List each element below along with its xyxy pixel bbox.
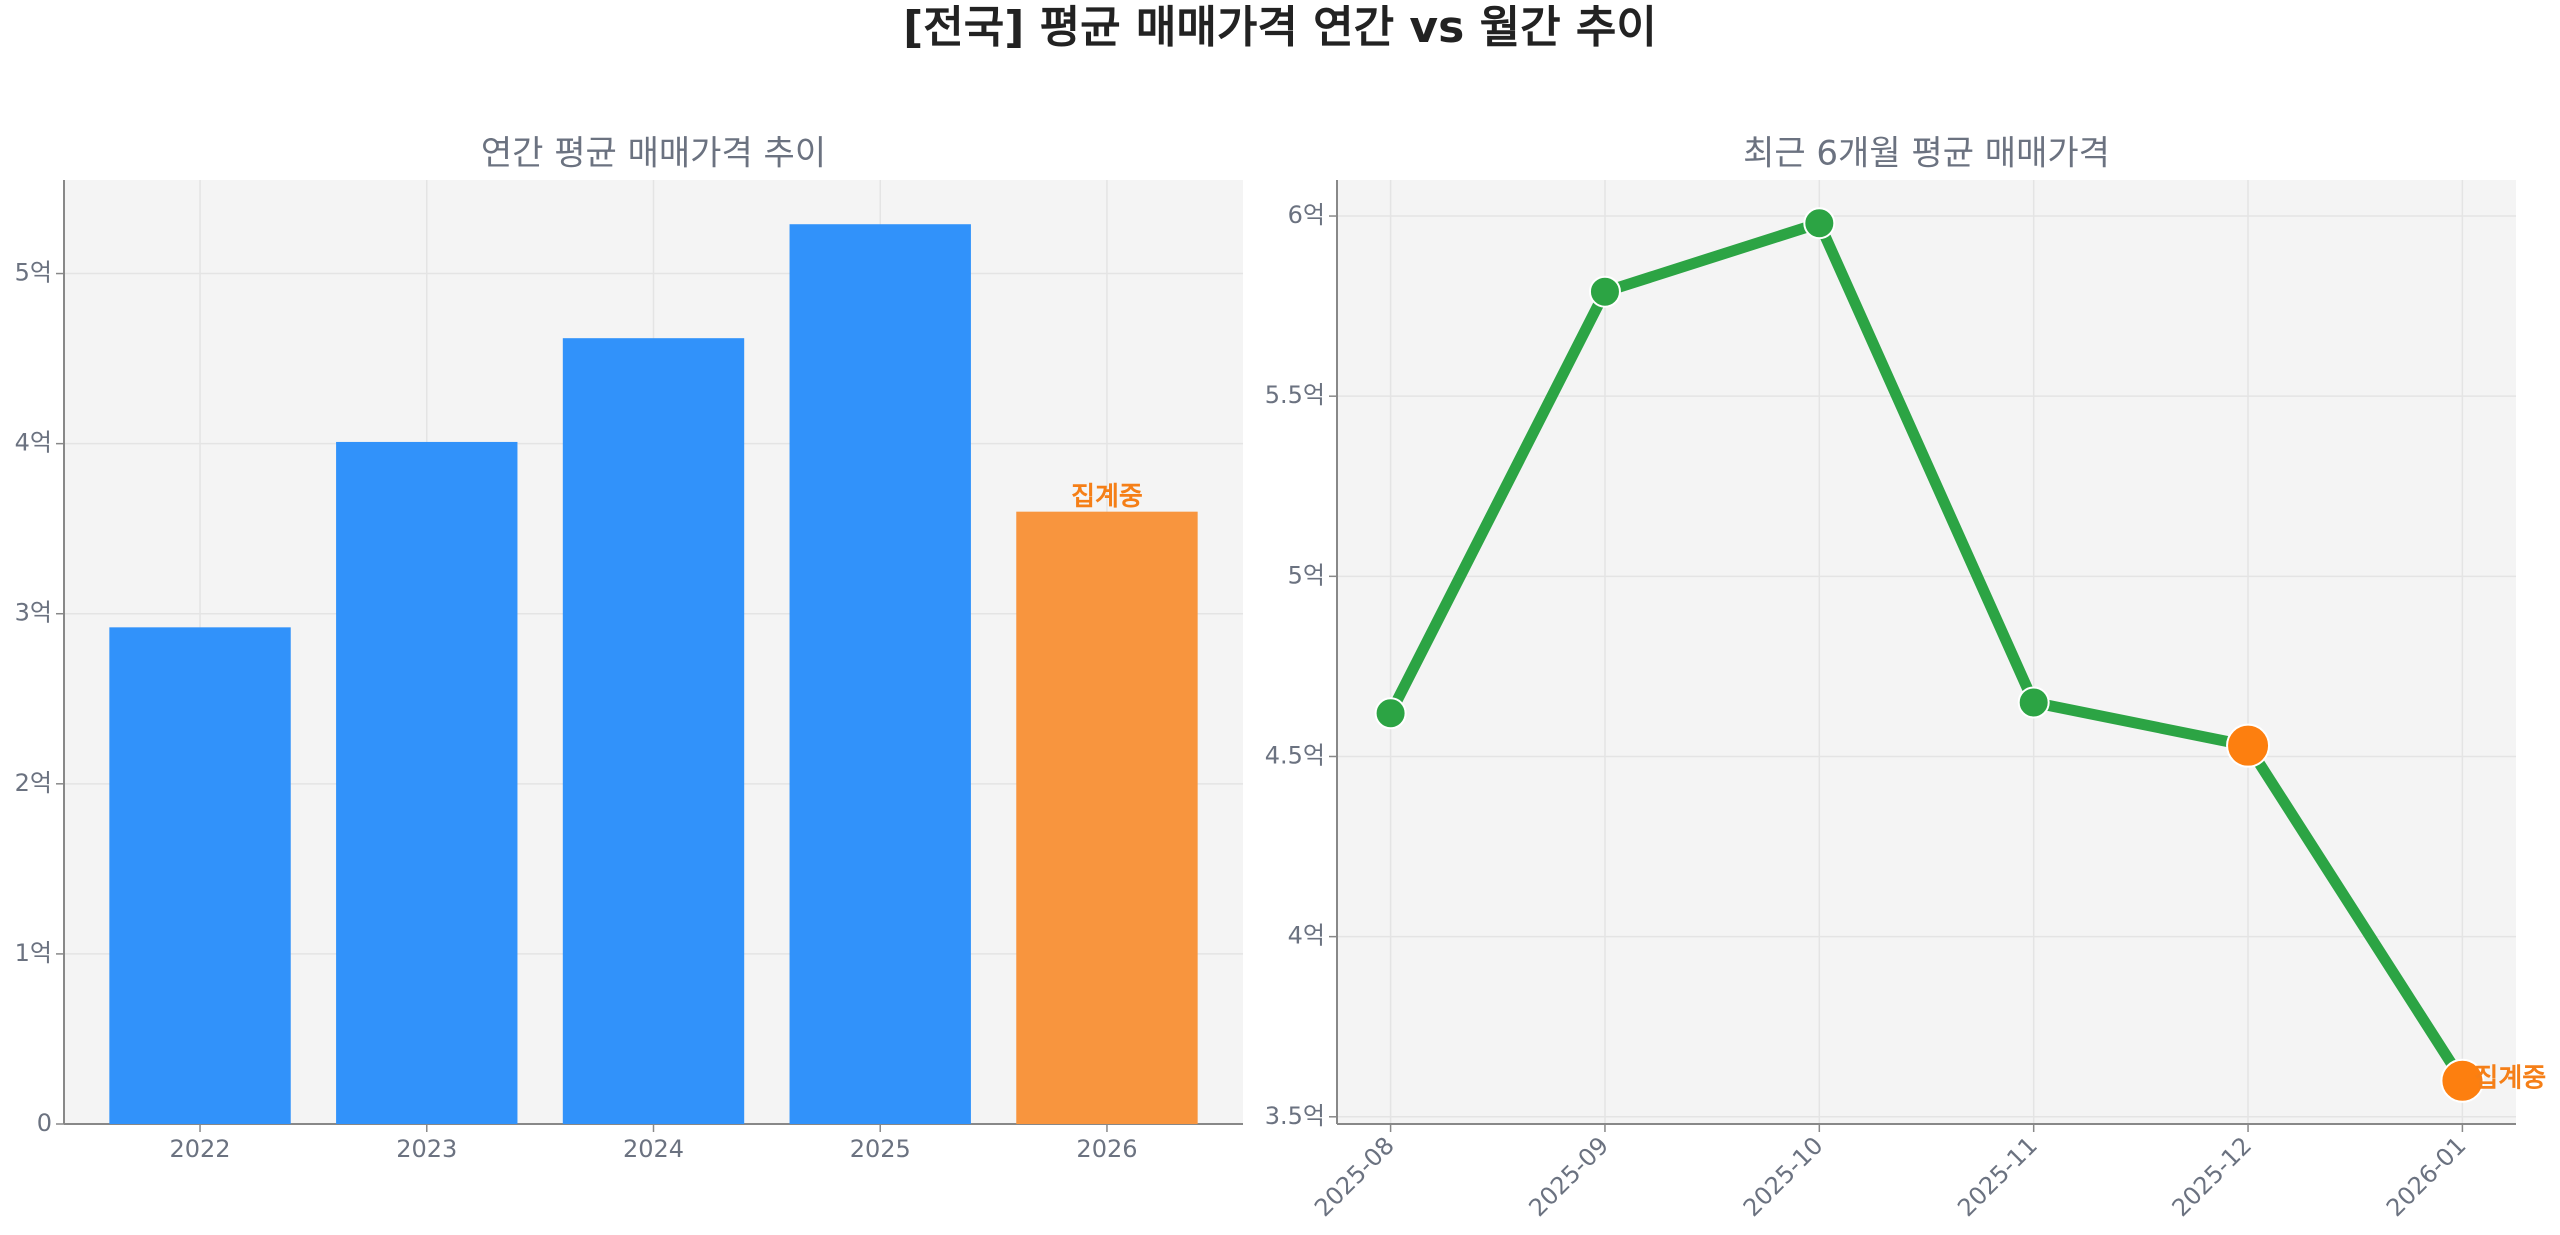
x-tick-label: 2025-08: [1309, 1131, 1400, 1222]
bar: [1016, 511, 1198, 1125]
bar: [562, 338, 745, 1124]
bar: [109, 627, 291, 1124]
y-tick-label: 4.5억: [1265, 741, 1325, 769]
y-tick-label: 0: [37, 1109, 52, 1137]
point: [1374, 697, 1407, 730]
y-tick-label: 2억: [15, 769, 52, 797]
x-tick-label: 2026: [1076, 1135, 1137, 1163]
annotation: 집계중: [1071, 482, 1143, 512]
y-tick-label: 3.5억: [1265, 1102, 1325, 1130]
point: [1588, 275, 1621, 308]
point: [2440, 1058, 2485, 1103]
y-tick-label: 5억: [15, 259, 52, 287]
y-tick-label: 4억: [1288, 922, 1325, 950]
x-tick-label: 2025-11: [1952, 1131, 2043, 1222]
y-tick-label: 5억: [1288, 561, 1325, 589]
x-tick-label: 2025-10: [1738, 1131, 1829, 1222]
x-tick-label: 2025-12: [2167, 1131, 2258, 1222]
y-tick-label: 3억: [15, 599, 52, 627]
x-tick-label: 2025: [850, 1135, 911, 1163]
figure-title: [전국] 평균 매매가격 연간 vs 월간 추이: [903, 2, 1657, 53]
y-tick-label: 6억: [1288, 201, 1325, 229]
point: [1803, 207, 1836, 240]
annotation: 집계중: [2474, 1063, 2546, 1093]
subplot-title: 최근 6개월 평균 매매가격: [1743, 134, 2110, 174]
plot-background: [1337, 180, 2516, 1124]
point: [2017, 686, 2050, 719]
x-tick-label: 2026-01: [2381, 1131, 2472, 1222]
bar: [336, 441, 518, 1125]
y-tick-label: 1억: [15, 939, 52, 967]
x-tick-label: 2025-09: [1523, 1131, 1614, 1222]
x-tick-label: 2022: [169, 1135, 230, 1163]
bar: [789, 224, 971, 1125]
y-tick-label: 5.5억: [1265, 381, 1325, 409]
x-tick-label: 2024: [623, 1135, 684, 1163]
subplot-title: 연간 평균 매매가격 추이: [481, 134, 826, 174]
y-tick-label: 4억: [15, 429, 52, 457]
line: [1385, 217, 2468, 1084]
x-tick-label: 2023: [396, 1135, 457, 1163]
point: [2226, 723, 2271, 768]
